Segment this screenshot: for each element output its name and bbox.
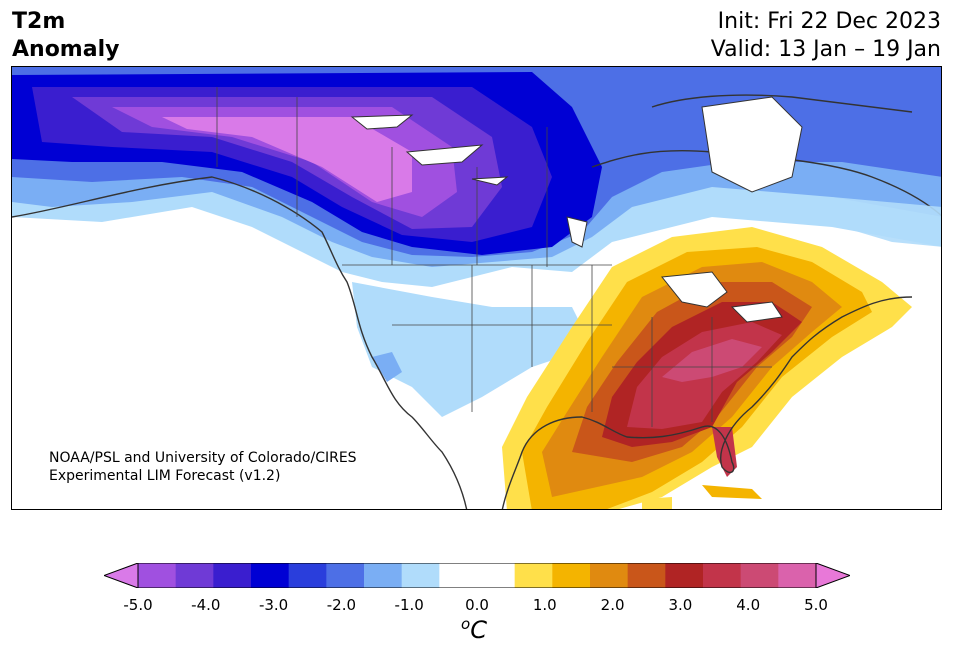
colorbar-tick-label: -1.0 xyxy=(394,596,424,614)
warm-anomaly-region xyxy=(502,227,912,509)
colorbar-cell xyxy=(477,563,516,588)
valid-date: Valid: 13 Jan – 19 Jan xyxy=(710,37,941,62)
colorbar-cell xyxy=(401,563,440,588)
colorbar-cell xyxy=(175,563,214,588)
colorbar-cell xyxy=(514,563,553,588)
colorbar-tick-label: 3.0 xyxy=(668,596,693,614)
colorbar-tick-label: 5.0 xyxy=(804,596,828,614)
colorbar-tick-label: 4.0 xyxy=(736,596,761,614)
colorbar-cell xyxy=(590,563,629,588)
colorbar-cell xyxy=(439,563,478,588)
title-line-1: T2m xyxy=(12,9,66,34)
political-borders xyxy=(216,87,772,427)
colorbar-outline xyxy=(137,563,817,588)
init-date: Init: Fri 22 Dec 2023 xyxy=(717,9,941,34)
unit-base: C xyxy=(470,616,487,644)
credit-line-2: Experimental LIM Forecast (v1.2) xyxy=(49,468,281,484)
colorbar-unit: oC xyxy=(461,615,487,644)
colorbar-tick-label: -4.0 xyxy=(191,596,221,614)
colorbar-cell xyxy=(138,563,177,588)
colorbar-cell xyxy=(364,563,403,588)
colorbar xyxy=(104,563,850,588)
colorbar-cell xyxy=(213,563,252,588)
credit-line-1: NOAA/PSL and University of Colorado/CIRE… xyxy=(49,450,357,466)
credit-text: NOAA/PSL and University of Colorado/CIRE… xyxy=(49,449,357,485)
colorbar-tick-label: -5.0 xyxy=(123,596,153,614)
forecast-dates: Init: Fri 22 Dec 2023 Valid: 13 Jan – 19… xyxy=(711,8,941,64)
colorbar-extend-left xyxy=(104,563,138,588)
colorbar-cell xyxy=(627,563,666,588)
colorbar-tick-label: 0.0 xyxy=(465,596,489,614)
colorbar-cell xyxy=(665,563,704,588)
labrador-shading xyxy=(832,197,941,247)
colorbar-cells xyxy=(138,563,817,588)
colorbar-cell xyxy=(288,563,327,588)
unit-superscript: o xyxy=(461,615,471,633)
title-line-2: Anomaly xyxy=(12,37,120,62)
lakes xyxy=(350,96,803,323)
colorbar-cell xyxy=(326,563,365,588)
colorbar-tick-label: -2.0 xyxy=(326,596,357,614)
map-canvas xyxy=(12,67,941,509)
colorbar-cell xyxy=(740,563,779,588)
colorbar-tick-label: 1.0 xyxy=(532,596,557,614)
anomaly-map xyxy=(11,66,942,510)
colorbar-tick-label: 2.0 xyxy=(600,596,625,614)
map-title: T2m Anomaly xyxy=(12,8,119,64)
colorbar-cell xyxy=(778,563,817,588)
colorbar-tick-labels: -5.0 -4.0 -3.0 -2.0 -1.0 0.0 1.0 2.0 3.0 4.0 5.0 xyxy=(0,596,953,616)
colorbar-cell xyxy=(703,563,742,588)
colorbar-extend-right xyxy=(816,563,850,588)
colorbar-tick-label: -3.0 xyxy=(258,596,289,614)
colorbar-cell xyxy=(251,563,290,588)
colorbar-cell xyxy=(552,563,591,588)
